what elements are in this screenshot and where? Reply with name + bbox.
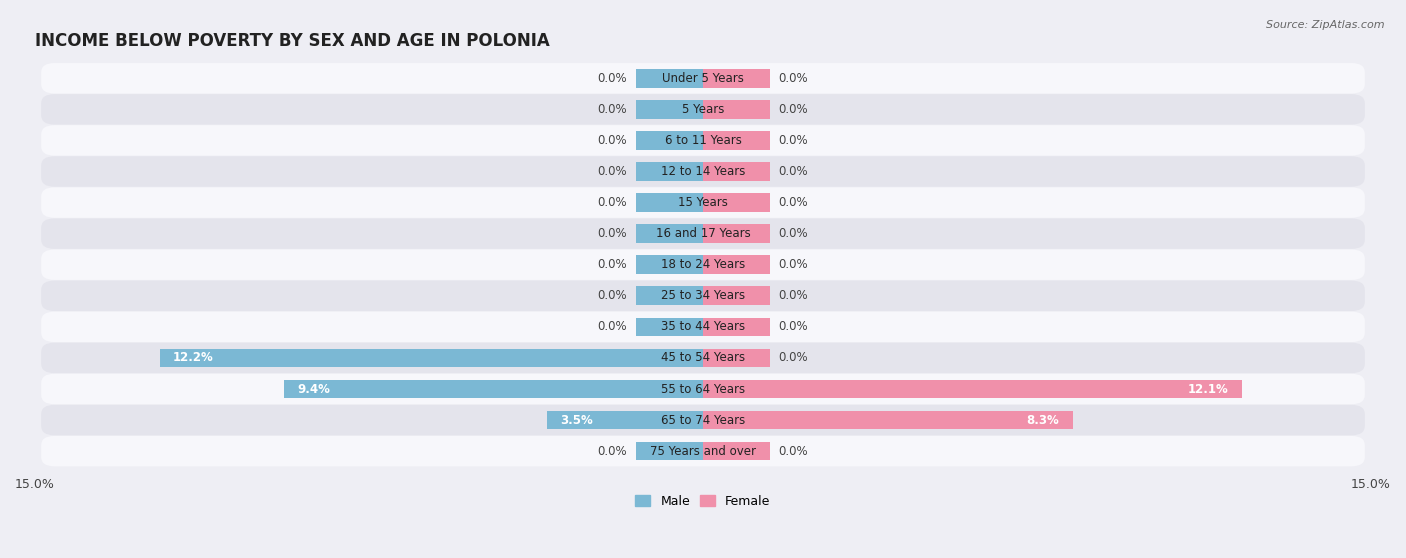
- Bar: [703, 193, 770, 212]
- Text: 0.0%: 0.0%: [598, 258, 627, 271]
- Bar: [703, 349, 770, 367]
- Text: 0.0%: 0.0%: [598, 289, 627, 302]
- Text: 6 to 11 Years: 6 to 11 Years: [665, 134, 741, 147]
- FancyBboxPatch shape: [41, 63, 1365, 94]
- Bar: [636, 162, 703, 181]
- Text: 0.0%: 0.0%: [779, 165, 808, 178]
- Bar: [703, 256, 770, 274]
- Bar: [703, 286, 770, 305]
- Bar: [636, 318, 703, 336]
- Bar: [703, 379, 1241, 398]
- Text: 5 Years: 5 Years: [682, 103, 724, 116]
- FancyBboxPatch shape: [41, 156, 1365, 187]
- Bar: [160, 349, 703, 367]
- Bar: [636, 69, 703, 88]
- Text: 0.0%: 0.0%: [779, 445, 808, 458]
- Text: INCOME BELOW POVERTY BY SEX AND AGE IN POLONIA: INCOME BELOW POVERTY BY SEX AND AGE IN P…: [35, 32, 550, 50]
- Text: 0.0%: 0.0%: [598, 72, 627, 85]
- Bar: [703, 224, 770, 243]
- Bar: [703, 442, 770, 460]
- FancyBboxPatch shape: [41, 311, 1365, 342]
- Text: 0.0%: 0.0%: [779, 103, 808, 116]
- Bar: [636, 131, 703, 150]
- Text: 12.2%: 12.2%: [173, 352, 214, 364]
- FancyBboxPatch shape: [41, 218, 1365, 249]
- Bar: [636, 442, 703, 460]
- FancyBboxPatch shape: [41, 436, 1365, 466]
- Text: Source: ZipAtlas.com: Source: ZipAtlas.com: [1267, 20, 1385, 30]
- Text: 0.0%: 0.0%: [598, 134, 627, 147]
- Text: 0.0%: 0.0%: [598, 196, 627, 209]
- Text: 35 to 44 Years: 35 to 44 Years: [661, 320, 745, 333]
- Text: 0.0%: 0.0%: [779, 258, 808, 271]
- Text: 0.0%: 0.0%: [779, 196, 808, 209]
- Text: 15 Years: 15 Years: [678, 196, 728, 209]
- Legend: Male, Female: Male, Female: [630, 490, 776, 513]
- FancyBboxPatch shape: [41, 405, 1365, 435]
- Text: 0.0%: 0.0%: [779, 289, 808, 302]
- Text: 0.0%: 0.0%: [598, 165, 627, 178]
- FancyBboxPatch shape: [41, 249, 1365, 280]
- Text: 0.0%: 0.0%: [779, 227, 808, 240]
- Text: 0.0%: 0.0%: [779, 72, 808, 85]
- Bar: [703, 318, 770, 336]
- Text: Under 5 Years: Under 5 Years: [662, 72, 744, 85]
- Text: 0.0%: 0.0%: [598, 320, 627, 333]
- Text: 0.0%: 0.0%: [779, 352, 808, 364]
- Text: 0.0%: 0.0%: [598, 227, 627, 240]
- Text: 18 to 24 Years: 18 to 24 Years: [661, 258, 745, 271]
- Bar: [703, 131, 770, 150]
- Bar: [703, 162, 770, 181]
- FancyBboxPatch shape: [41, 281, 1365, 311]
- Text: 3.5%: 3.5%: [561, 413, 593, 426]
- Text: 12.1%: 12.1%: [1188, 382, 1229, 396]
- Bar: [636, 100, 703, 119]
- Text: 55 to 64 Years: 55 to 64 Years: [661, 382, 745, 396]
- Text: 65 to 74 Years: 65 to 74 Years: [661, 413, 745, 426]
- Bar: [284, 379, 703, 398]
- Bar: [636, 193, 703, 212]
- FancyBboxPatch shape: [41, 343, 1365, 373]
- Text: 0.0%: 0.0%: [779, 134, 808, 147]
- Bar: [547, 411, 703, 430]
- FancyBboxPatch shape: [41, 374, 1365, 404]
- Text: 9.4%: 9.4%: [298, 382, 330, 396]
- Bar: [636, 224, 703, 243]
- FancyBboxPatch shape: [41, 94, 1365, 124]
- Bar: [636, 286, 703, 305]
- Bar: [703, 69, 770, 88]
- FancyBboxPatch shape: [41, 187, 1365, 218]
- Text: 75 Years and over: 75 Years and over: [650, 445, 756, 458]
- Text: 8.3%: 8.3%: [1026, 413, 1059, 426]
- Text: 45 to 54 Years: 45 to 54 Years: [661, 352, 745, 364]
- Text: 0.0%: 0.0%: [598, 445, 627, 458]
- Text: 0.0%: 0.0%: [598, 103, 627, 116]
- Text: 12 to 14 Years: 12 to 14 Years: [661, 165, 745, 178]
- Bar: [703, 411, 1073, 430]
- Text: 0.0%: 0.0%: [779, 320, 808, 333]
- FancyBboxPatch shape: [41, 125, 1365, 156]
- Text: 16 and 17 Years: 16 and 17 Years: [655, 227, 751, 240]
- Bar: [703, 100, 770, 119]
- Text: 25 to 34 Years: 25 to 34 Years: [661, 289, 745, 302]
- Bar: [636, 256, 703, 274]
